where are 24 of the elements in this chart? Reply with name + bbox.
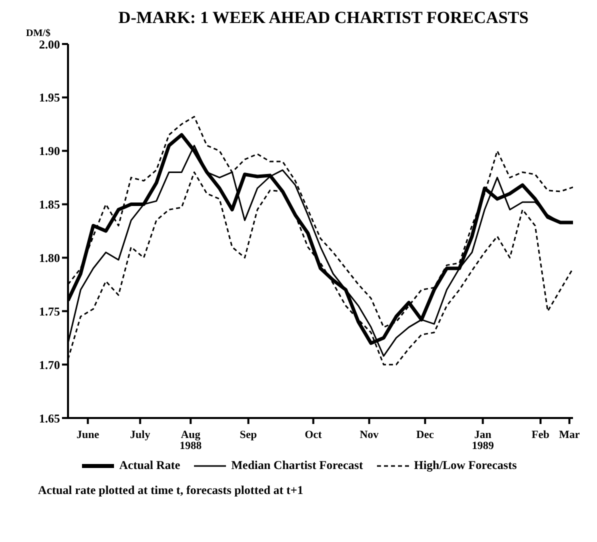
x-tick-label: June [76,429,100,441]
y-tick-label: 1.95 [39,90,60,105]
chart-title: D-MARK: 1 WEEK AHEAD CHARTIST FORECASTS [117,8,530,28]
legend-label: Median Chartist Forecast [230,458,363,473]
legend-label: High/Low Forecasts [412,458,517,473]
y-tick-label: 1.80 [39,250,60,265]
x-tick-label: Feb [532,429,550,441]
x-tick-label: Aug 1988 [180,429,202,452]
x-tick-label: Dec [416,429,434,441]
x-tick-label: Jan 1989 [472,429,494,452]
x-tick-label: Oct [304,429,322,441]
text: Actual rate plotted at time t, forecasts plotted at t+1 [38,483,304,498]
y-tick-label: 1.65 [39,411,60,426]
x-tick-label: Mar [559,429,580,441]
y-tick-label: 1.85 [39,198,60,212]
y-axis-title: DM/$ [26,28,50,39]
legend-label: Actual Rate [118,458,180,473]
x-tick-label: Nov [360,429,380,441]
y-tick-label: 1.75 [39,304,60,318]
y-tick-label: 1.90 [39,144,60,158]
x-tick-label: July [130,429,151,441]
x-tick-label: Sep [240,429,257,441]
y-tick-label: 1.70 [39,358,60,372]
y-tick-label: 2.00 [39,37,60,52]
